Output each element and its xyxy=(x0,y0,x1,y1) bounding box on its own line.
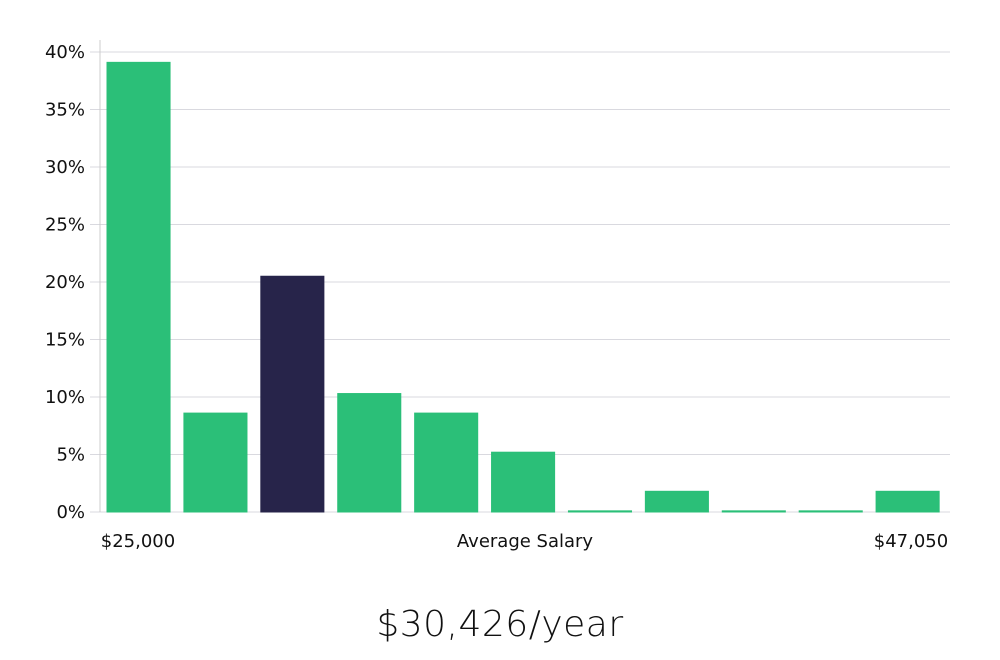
y-tick-label: 0% xyxy=(56,502,85,523)
y-tick-label: 40% xyxy=(45,42,85,63)
y-tick-label: 25% xyxy=(45,215,85,236)
y-tick-label: 20% xyxy=(45,272,85,293)
y-tick-label: 30% xyxy=(45,157,85,178)
bar xyxy=(721,510,786,513)
bar-highlighted xyxy=(260,275,325,513)
y-tick-label: 5% xyxy=(56,445,85,466)
x-axis-min-label: $25,000 xyxy=(101,531,175,552)
bar xyxy=(875,490,940,513)
y-tick-label: 15% xyxy=(45,330,85,351)
x-axis-max-label: $47,050 xyxy=(874,531,948,552)
y-axis-tick-labels: 0% 5% 10% 15% 20% 25% 30% 35% 40% xyxy=(45,42,85,523)
bar xyxy=(567,510,633,513)
bar xyxy=(644,490,709,513)
bar xyxy=(414,412,479,513)
y-tick-label: 10% xyxy=(45,387,85,408)
bar xyxy=(798,510,863,513)
average-salary-value: $30,426/year xyxy=(376,604,624,645)
bar xyxy=(491,451,556,513)
salary-distribution-chart: 0% 5% 10% 15% 20% 25% 30% 35% 40% $25,000 Averag… xyxy=(45,40,950,552)
y-tick-label: 35% xyxy=(45,100,85,121)
bar xyxy=(106,61,171,513)
bar xyxy=(183,412,248,513)
bar xyxy=(337,393,402,513)
bars xyxy=(106,61,940,513)
x-axis-title: Average Salary xyxy=(457,531,594,552)
